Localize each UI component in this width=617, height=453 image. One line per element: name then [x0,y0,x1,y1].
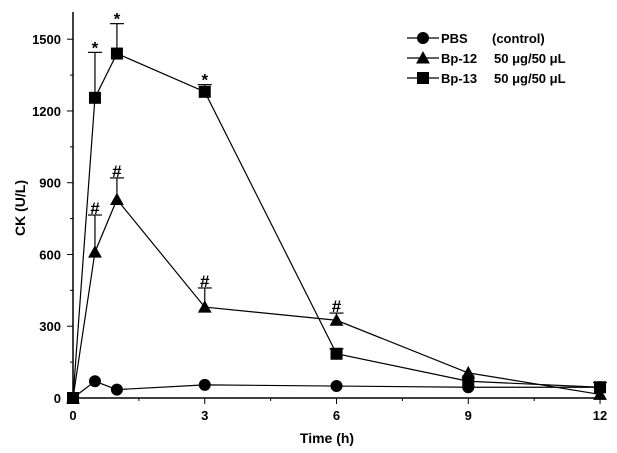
x-tick-label: 12 [593,408,607,423]
legend-label-detail: 50 μg/50 μL [494,71,566,86]
y-tick-label: 300 [39,319,61,334]
legend: PBS (control) Bp-12 50 μg/50 μL Bp-13 50 μg/5… [407,31,566,86]
significance-marker: # [112,162,122,181]
data-point-bp-13 [462,375,475,388]
data-point-bp-13 [198,85,211,98]
data-point-bp-12 [593,387,607,400]
data-point-pbs [88,375,101,388]
data-point-bp-13 [594,381,607,394]
x-axis-title: Time (h) [300,430,354,446]
data-point-bp-13 [110,47,123,60]
series-group: # # # # * * * [66,10,608,404]
legend-marker-circle [417,32,429,44]
y-axis-title: CK (U/L) [12,180,28,236]
data-point-bp-12 [329,313,344,326]
y-tick-label: 600 [39,247,61,262]
significance-marker: # [90,199,100,218]
significance-marker: * [201,71,208,90]
series-bp-12: # # # # [66,162,607,404]
significance-marker: * [92,38,99,57]
series-line-bp-13 [72,52,601,399]
x-tick-label: 9 [465,408,472,423]
y-axis-ticks: 0 300 600 900 1200 1500 [32,32,73,406]
legend-marker-square [417,72,429,84]
significance-marker: # [200,272,210,291]
legend-item-bp-13: Bp-13 50 μg/50 μL [407,71,566,86]
data-point-pbs [330,380,343,393]
data-point-bp-12 [197,300,212,313]
significance-marker: # [332,297,342,316]
legend-label-detail: 50 μg/50 μL [494,51,566,66]
y-tick-label: 900 [39,176,61,191]
data-point-bp-13 [330,347,343,360]
data-point-pbs [198,378,211,391]
data-point-bp-13 [67,392,79,404]
x-tick-label: 6 [333,408,340,423]
data-point-pbs [110,383,123,396]
y-tick-label: 0 [54,391,61,406]
data-point-bp-12 [110,192,124,205]
legend-label: PBS [441,31,468,46]
data-point-bp-12 [88,245,102,258]
series-bp-13: * * * [67,10,608,404]
axes [72,12,600,399]
y-tick-label: 1500 [32,32,61,47]
legend-label: Bp-13 [441,71,477,86]
significance-marker: * [114,10,121,29]
legend-marker-triangle [416,51,430,64]
x-tick-label: 3 [201,408,208,423]
x-tick-label: 0 [69,408,76,423]
legend-item-pbs: PBS (control) [407,31,545,46]
x-axis-ticks: 0 3 6 9 12 [69,398,607,423]
data-point-bp-13 [88,91,101,104]
y-tick-label: 1200 [32,104,61,119]
legend-label-detail: (control) [492,31,545,46]
legend-label: Bp-12 [441,51,477,66]
legend-item-bp-12: Bp-12 50 μg/50 μL [407,51,566,66]
